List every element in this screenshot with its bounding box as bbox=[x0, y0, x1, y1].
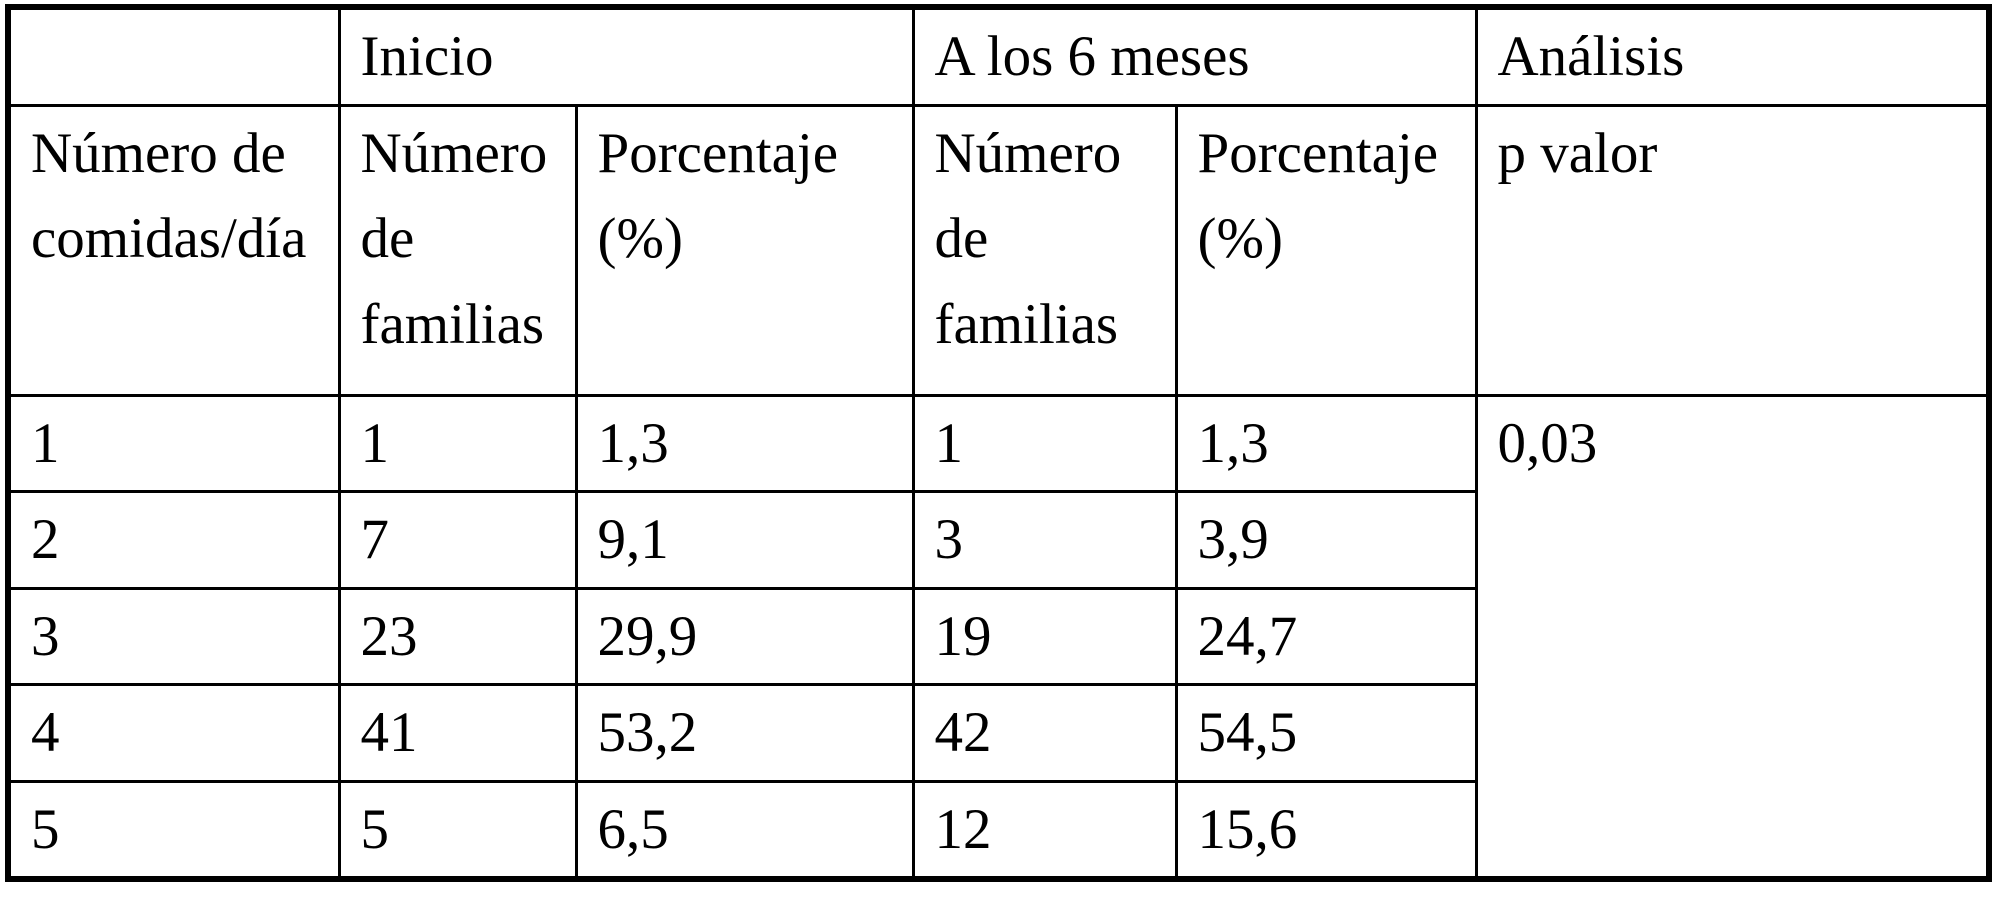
cell-meals: 1 bbox=[6, 393, 341, 493]
header-percent-6m: Porcentaje (%) bbox=[1174, 103, 1478, 397]
group-header-row: Inicio A los 6 meses Análisis bbox=[6, 5, 1991, 107]
cell-families-6m: 12 bbox=[911, 779, 1178, 881]
table-row: 4 41 53,2 42 54,5 bbox=[6, 683, 1989, 783]
table-row: 2 7 9,1 3 3,9 bbox=[6, 490, 1989, 590]
cell-families-start: 23 bbox=[337, 586, 578, 686]
table-row: 3 23 29,9 19 24,7 bbox=[6, 586, 1989, 686]
cell-percent-6m: 24,7 bbox=[1174, 586, 1478, 686]
cell-p-value: 0,03 bbox=[1474, 393, 1991, 881]
cell-percent-6m: 3,9 bbox=[1174, 490, 1478, 590]
header-percent-start: Porcentaje (%) bbox=[574, 103, 915, 397]
cell-meals: 3 bbox=[6, 586, 341, 686]
cell-percent-6m: 54,5 bbox=[1174, 683, 1478, 783]
header-families-6m: Número de familias bbox=[911, 103, 1178, 397]
cell-families-start: 5 bbox=[337, 779, 578, 881]
group-header-analysis: Análisis bbox=[1474, 5, 1991, 107]
cell-families-6m: 3 bbox=[911, 490, 1178, 590]
cell-families-start: 41 bbox=[337, 683, 578, 783]
empty-corner-cell bbox=[6, 5, 341, 107]
header-p-valor: p valor bbox=[1474, 103, 1991, 397]
cell-families-start: 1 bbox=[337, 393, 578, 493]
header-families-start: Número de familias bbox=[337, 103, 578, 397]
cell-families-6m: 42 bbox=[911, 683, 1178, 783]
group-header-inicio: Inicio bbox=[337, 5, 915, 107]
table-row: 5 5 6,5 12 15,6 bbox=[6, 779, 1989, 881]
cell-percent-start: 6,5 bbox=[574, 779, 915, 881]
group-header-six-months: A los 6 meses bbox=[911, 5, 1478, 107]
cell-meals: 5 bbox=[6, 779, 341, 881]
cell-percent-6m: 15,6 bbox=[1174, 779, 1478, 881]
cell-percent-start: 53,2 bbox=[574, 683, 915, 783]
cell-percent-start: 9,1 bbox=[574, 490, 915, 590]
cell-meals: 4 bbox=[6, 683, 341, 783]
cell-families-6m: 19 bbox=[911, 586, 1178, 686]
cell-percent-start: 29,9 bbox=[574, 586, 915, 686]
table-row: 1 1 1,3 1 1,3 0,03 bbox=[6, 393, 1991, 881]
cell-families-start: 7 bbox=[337, 490, 578, 590]
cell-families-6m: 1 bbox=[911, 393, 1178, 493]
header-meals-per-day: Número de comidas/día bbox=[6, 103, 341, 397]
cell-meals: 2 bbox=[6, 490, 341, 590]
column-header-row: Número de comidas/día Número de familias… bbox=[6, 103, 1991, 397]
cell-percent-start: 1,3 bbox=[574, 393, 915, 493]
cell-percent-6m: 1,3 bbox=[1174, 393, 1478, 493]
meals-per-day-results-table: Inicio A los 6 meses Análisis Número de … bbox=[5, 4, 1992, 882]
